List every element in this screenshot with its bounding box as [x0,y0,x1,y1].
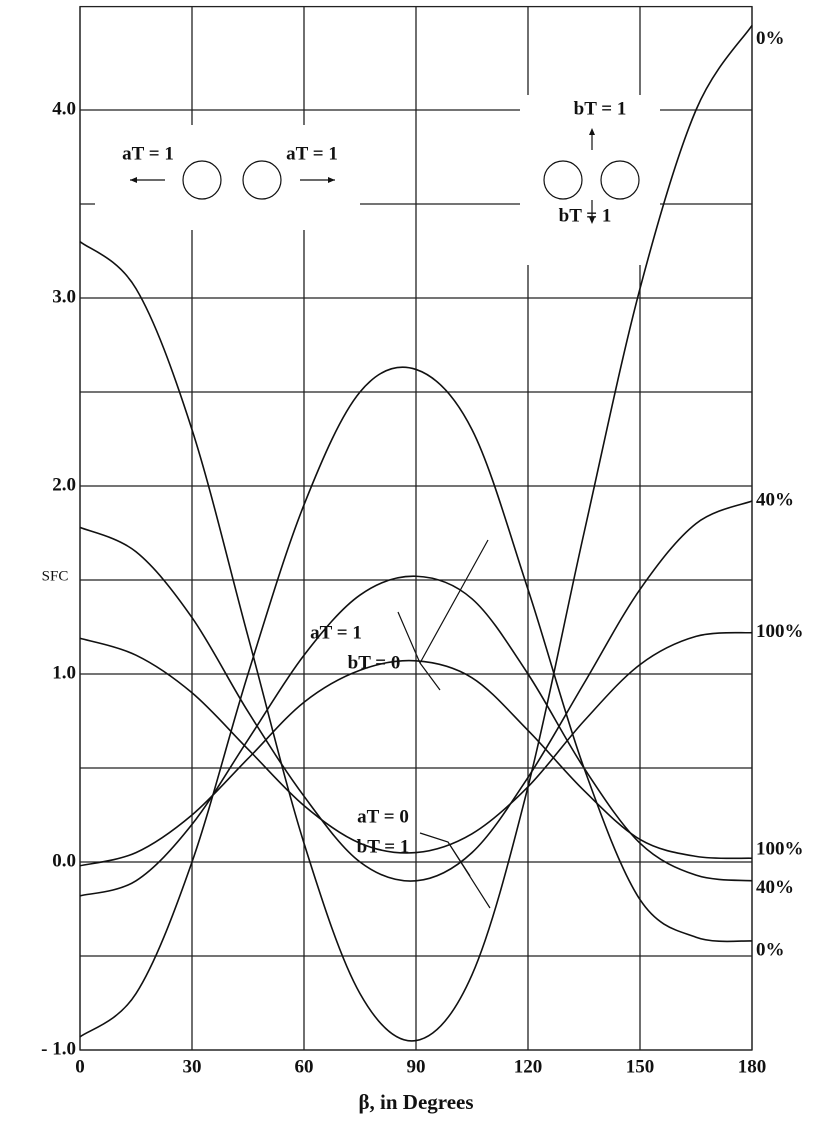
annotation: bT = 1 [559,205,612,226]
y-tick-label: 3.0 [52,286,76,307]
inset-background [95,125,360,230]
annotation: bT = 0 [348,652,401,673]
annotation: aT = 0 [357,806,409,827]
series-label: 100% [756,839,804,860]
series-label: 100% [756,621,804,642]
y-tick-label: 1.0 [52,662,76,683]
series-label: 0% [756,939,785,960]
x-tick-label: 0 [75,1056,85,1077]
y-tick-label: 4.0 [52,98,76,119]
x-axis-label: β, in Degrees [358,1090,473,1114]
x-tick-label: 30 [183,1056,202,1077]
annotation: aT = 1 [310,622,362,643]
series-label: 40% [756,489,794,510]
line-series [79,659,753,867]
line-series [79,631,753,854]
y-tick-label: 2.0 [52,474,76,495]
series-label: 40% [756,877,794,898]
annotation: aT = 1 [122,143,174,164]
y-tick-label: 0.0 [52,850,76,871]
x-tick-label: 90 [407,1056,426,1077]
y-tick-label: - 1.0 [41,1038,76,1059]
x-tick-label: 60 [295,1056,314,1077]
x-tick-label: 180 [738,1056,767,1077]
annotation: bT = 1 [357,836,410,857]
line-series [79,500,753,882]
annotation: bT = 1 [574,98,627,119]
x-tick-label: 150 [626,1056,655,1077]
line-series [79,575,753,897]
line-series [79,24,753,1042]
line-series [79,366,753,1038]
y-axis-label: SFC [42,568,69,584]
inset-diagram [130,128,640,224]
annotation: aT = 1 [286,143,338,164]
series-label: 0% [756,28,785,49]
x-tick-label: 120 [514,1056,543,1077]
inset-background [520,95,660,265]
